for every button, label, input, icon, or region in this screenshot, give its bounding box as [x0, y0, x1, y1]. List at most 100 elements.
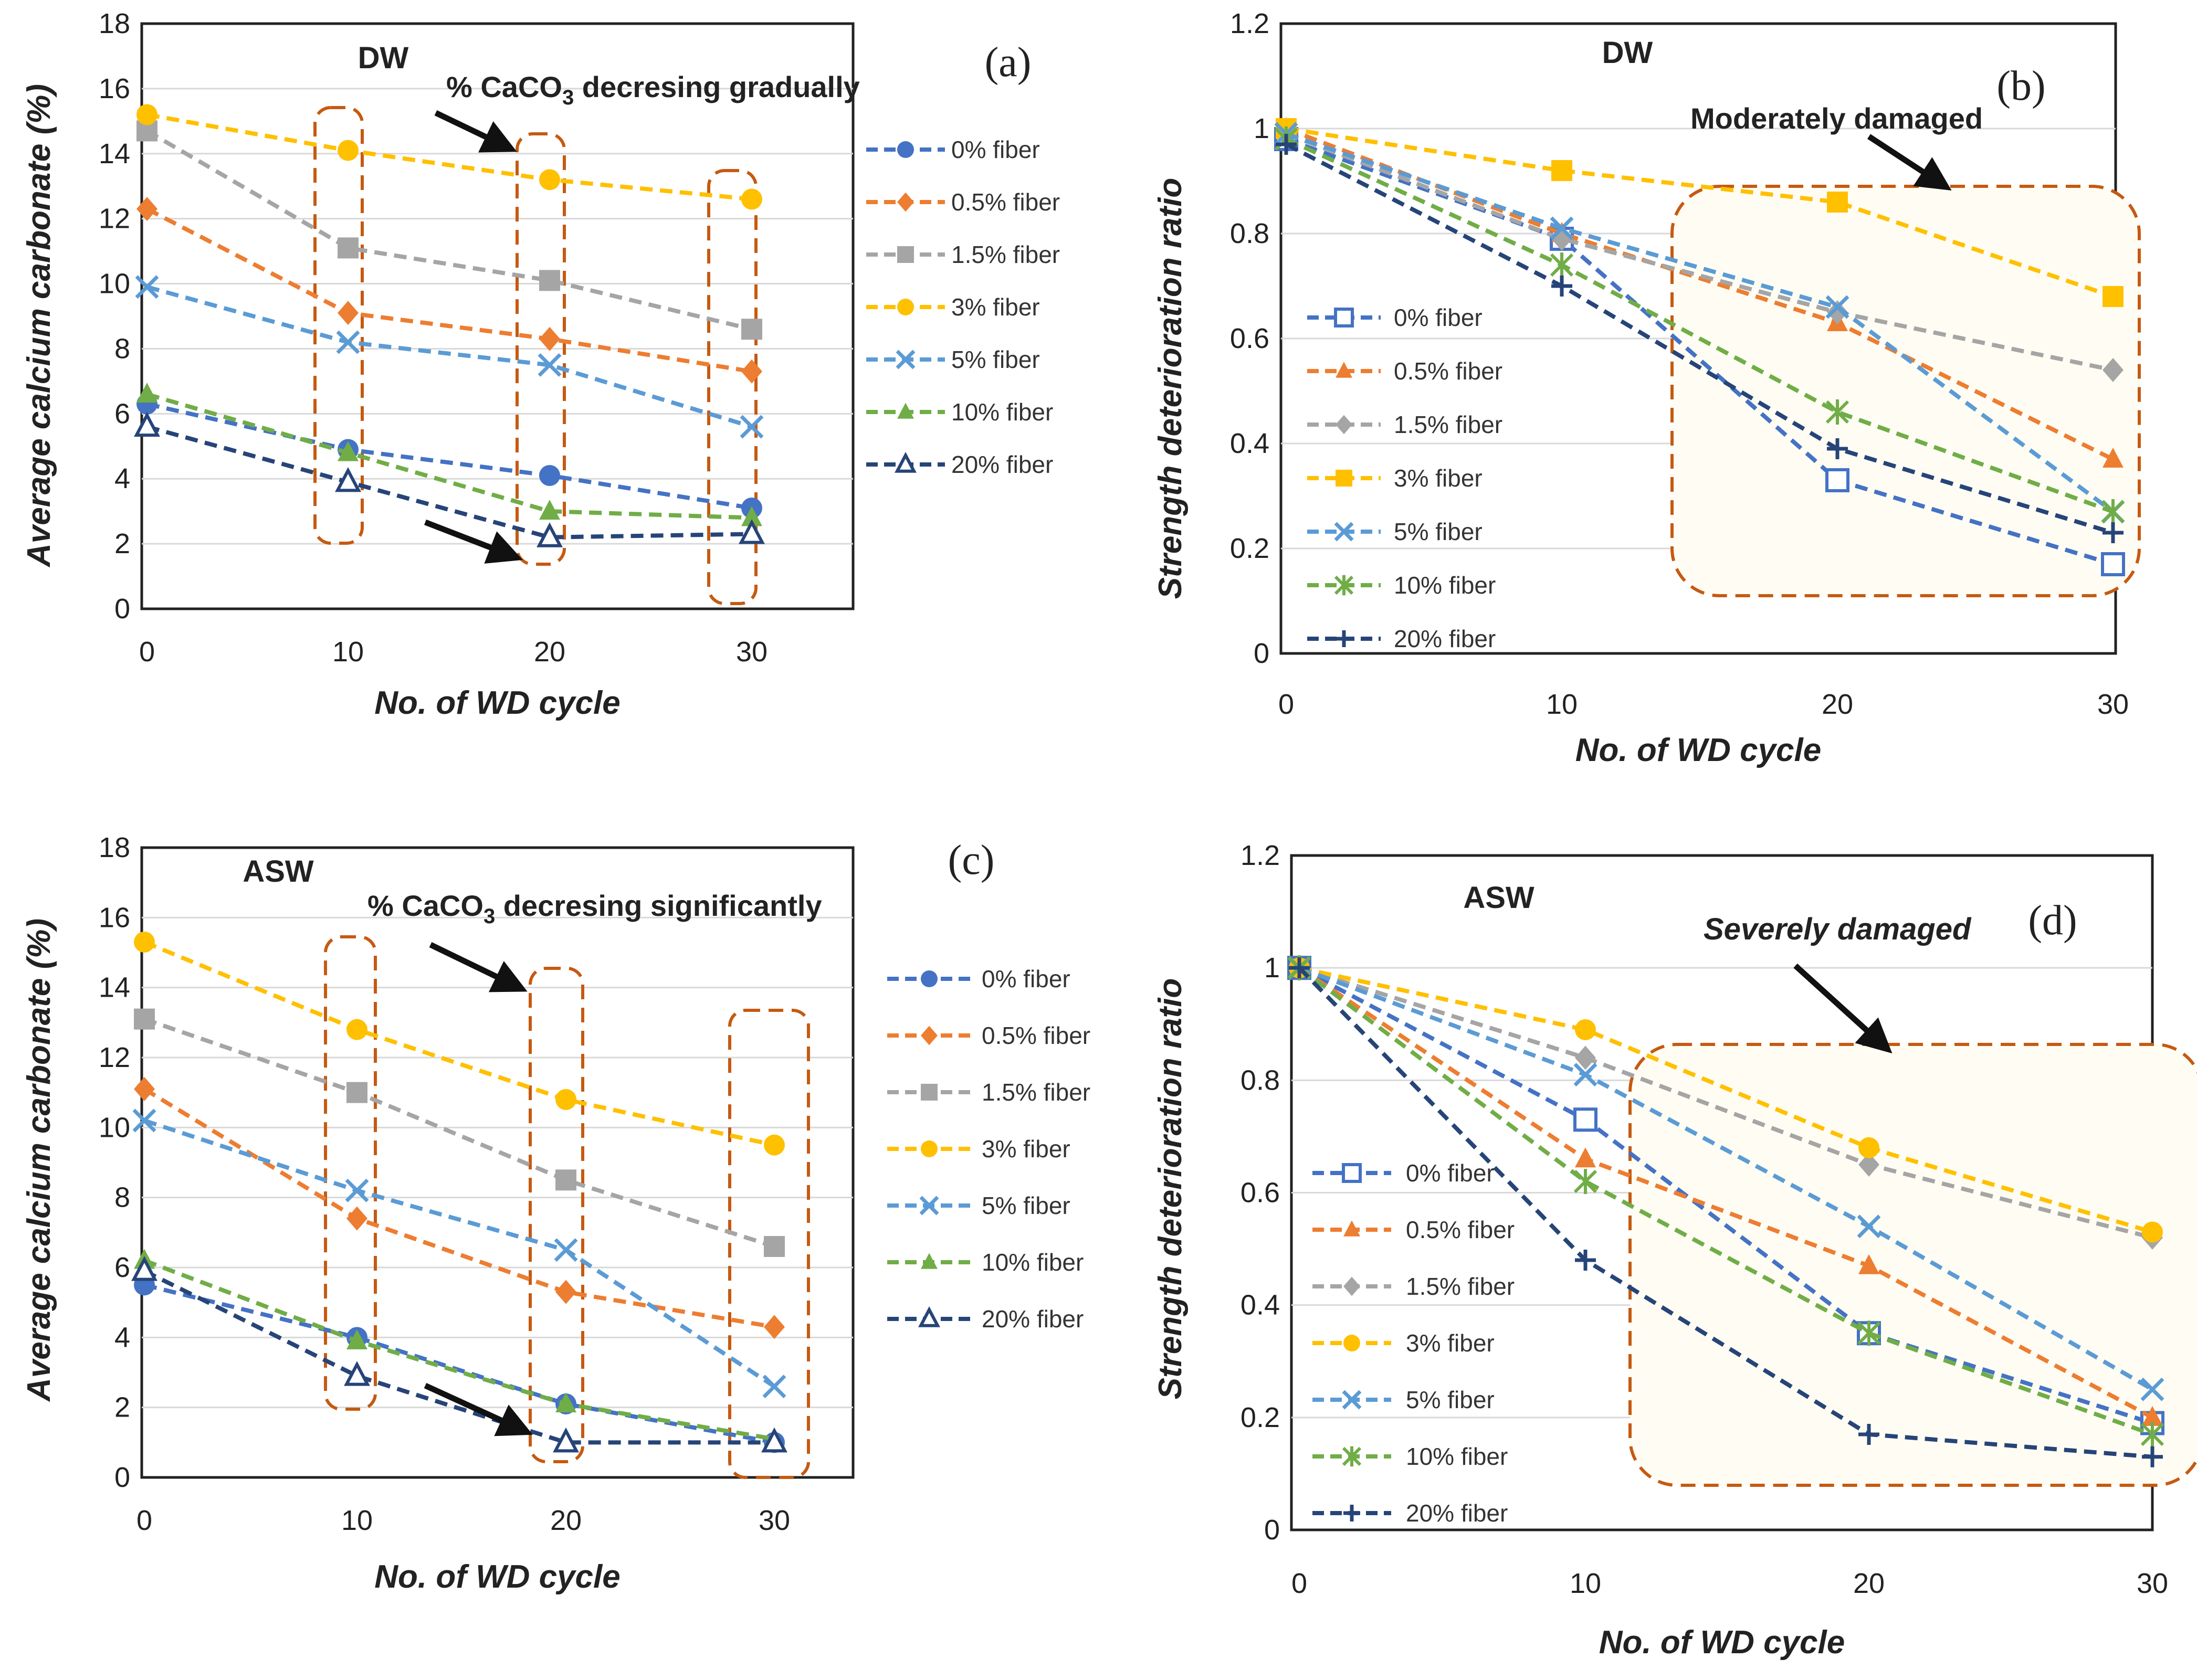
annotation-arrow	[424, 519, 523, 564]
legend-item: 0% fiber	[887, 965, 1070, 992]
legend-item: 1.5% fiber	[1307, 411, 1502, 438]
series-20-fiber	[1276, 134, 2124, 543]
marker-square	[2103, 286, 2124, 307]
series-20-fiber	[131, 1256, 787, 1453]
marker-square	[1827, 192, 1848, 213]
marker-diamond	[539, 326, 560, 351]
plot-frame	[140, 22, 855, 610]
annotation-arrow	[1867, 134, 1952, 191]
highlight-box	[516, 132, 566, 566]
legend-item: 3% fiber	[887, 1135, 1070, 1163]
y-tick-label: 8	[114, 1182, 130, 1213]
marker-circle	[741, 188, 762, 210]
series-line	[1285, 142, 2114, 535]
annotation-arrow	[424, 1382, 533, 1436]
marker-square	[539, 270, 560, 291]
y-axis-label: Strength deterioration ratio	[1152, 978, 1189, 1400]
marker-square	[338, 237, 359, 259]
legend-label: 5% fiber	[982, 1192, 1070, 1219]
marker-x	[740, 415, 764, 439]
y-tick-label: 14	[99, 972, 130, 1003]
series-3-fiber	[136, 104, 762, 210]
y-tick-label: 6	[114, 1252, 130, 1283]
legend-label: 10% fiber	[982, 1249, 1084, 1276]
marker-triangle	[1575, 1147, 1596, 1168]
marker-circle	[1575, 1019, 1596, 1040]
marker-diamond	[1343, 1276, 1360, 1296]
legend-item: 3% fiber	[866, 293, 1040, 321]
legend-label: 5% fiber	[951, 346, 1040, 373]
x-tick-label: 30	[2137, 1568, 2168, 1599]
series-0-5-fiber	[136, 197, 762, 384]
x-tick-label: 30	[2097, 689, 2129, 720]
legend-item: 0% fiber	[1307, 304, 1483, 331]
y-tick-label: 0.6	[1230, 323, 1269, 354]
marker-diamond	[741, 359, 762, 384]
y-axis-label: Average calcium carbonate (%)	[21, 84, 57, 568]
highlight-box	[707, 169, 758, 605]
marker-circle	[1343, 1335, 1360, 1351]
series-line	[1285, 137, 2114, 514]
marker-diamond	[134, 1077, 155, 1101]
y-tick-label: 1	[1264, 952, 1280, 984]
series-0-5-fiber	[134, 1077, 785, 1339]
series-line	[1285, 137, 2114, 566]
legend-item: 0% fiber	[1312, 1159, 1495, 1187]
marker-square	[134, 1008, 155, 1030]
legend-label: 5% fiber	[1406, 1386, 1495, 1413]
y-tick-label: 16	[99, 73, 130, 104]
legend-item: 5% fiber	[887, 1192, 1070, 1219]
annotation-text: % CaCO3 decresing gradually	[446, 70, 860, 109]
y-tick-label: 12	[99, 203, 130, 235]
y-tick-label: 0.4	[1241, 1290, 1280, 1321]
series-10-fiber	[134, 1249, 785, 1447]
series-line	[145, 129, 752, 332]
x-tick-label: 20	[1853, 1568, 1885, 1599]
environment-label: DW	[1602, 36, 1653, 70]
marker-circle	[1858, 1137, 1879, 1158]
y-tick-label: 0	[1264, 1514, 1280, 1546]
legend-item: 20% fiber	[887, 1305, 1084, 1333]
highlight-box	[529, 967, 584, 1463]
marker-x	[135, 275, 159, 299]
marker-circle	[897, 141, 914, 158]
legend-item: 10% fiber	[887, 1249, 1084, 1276]
marker-triangle	[346, 1329, 367, 1349]
marker-plus	[1858, 1423, 1879, 1445]
marker-x	[1334, 522, 1354, 542]
marker-x	[896, 350, 916, 369]
y-tick-label: 6	[114, 398, 130, 429]
chart-panel-b: 0 0.2 0.4 0.6 0.8 1 1.2 0 10 20 30 No. of WD cycle S…	[1152, 8, 2141, 768]
marker-star	[1857, 1320, 1881, 1346]
x-tick-label: 20	[534, 636, 565, 668]
y-tick-label: 0	[114, 593, 130, 625]
series-line	[144, 1283, 775, 1445]
marker-circle	[897, 299, 914, 315]
marker-x	[1342, 1390, 1362, 1410]
highlight-box	[324, 935, 377, 1411]
marker-square	[346, 1082, 367, 1103]
y-tick-label: 4	[114, 1322, 130, 1353]
series-line	[143, 1017, 775, 1249]
panel-label: (c)	[948, 837, 995, 883]
marker-star	[2101, 499, 2125, 524]
marker-diamond	[346, 1206, 367, 1231]
marker-star	[1550, 252, 1574, 278]
environment-label: ASW	[243, 854, 314, 889]
x-axis-label: No. of WD cycle	[374, 685, 621, 721]
annotation-prefix: % CaCO	[367, 889, 483, 922]
chart-panel-a: 0 2 4 6 8 10 12 14 16 18 0 10 20 30 No. of WD cycle Ave…	[21, 8, 1060, 721]
annotation-text: Moderately damaged	[1690, 102, 1983, 135]
legend-label: 3% fiber	[982, 1135, 1070, 1163]
x-tick-label: 20	[1822, 689, 1853, 720]
marker-circle	[764, 1134, 785, 1156]
marker-triangle-open	[335, 467, 361, 492]
y-tick-label: 4	[114, 463, 130, 494]
marker-square	[1551, 160, 1572, 181]
annotation-suffix: decresing gradually	[574, 70, 860, 103]
x-tick-label: 30	[759, 1505, 790, 1536]
legend-item: 1.5% fiber	[887, 1079, 1090, 1106]
marker-triangle-open	[537, 522, 563, 547]
marker-diamond	[897, 192, 914, 212]
marker-triangle-open	[895, 451, 917, 473]
